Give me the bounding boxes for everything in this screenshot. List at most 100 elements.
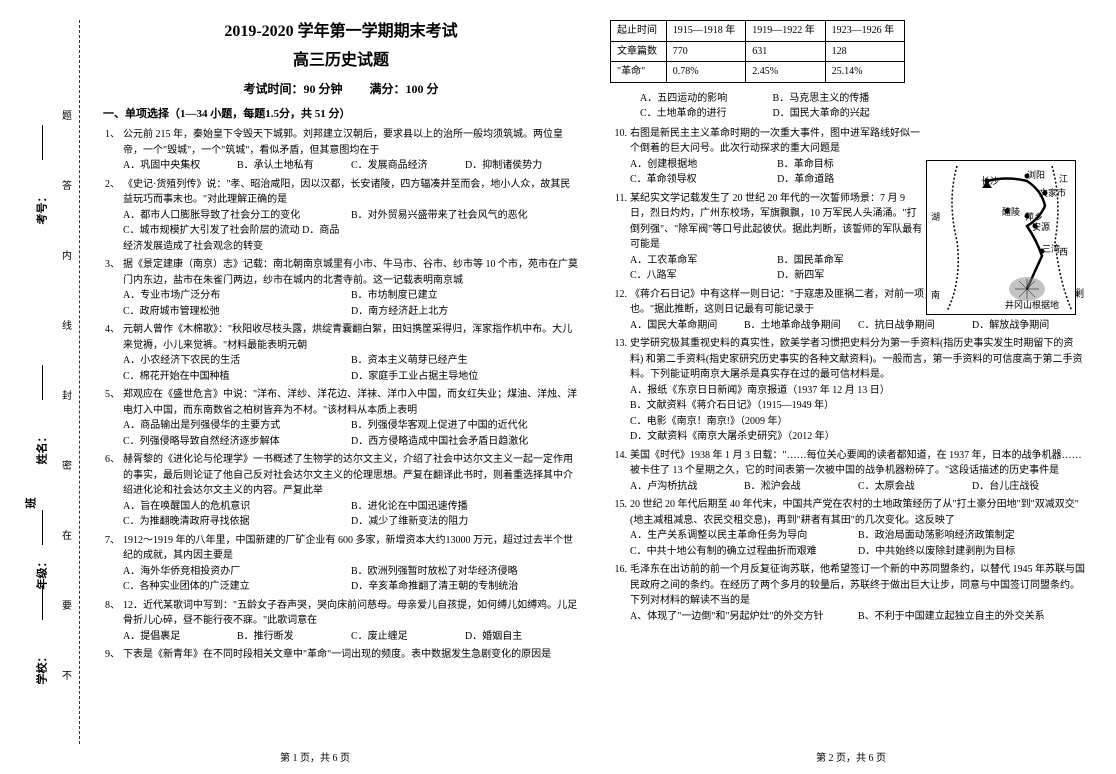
table-cell: 1919—1922 年	[746, 21, 825, 42]
question: 8、12．近代某歌词中写到："五龄女子吞声哭，哭向床前问慈母。母亲爱儿自孩提，如…	[103, 598, 579, 645]
questions-left: 1、公元前 215 年，秦始皇下令毁天下城郭。刘邦建立汉朝后，要求县以上的治所一…	[103, 127, 579, 663]
option: B．资本主义萌芽已经产生	[351, 353, 579, 369]
question-number: 10.	[610, 126, 630, 157]
table-cell: 0.78%	[666, 62, 745, 83]
option: B．对外贸易兴盛带来了社会风气的恶化	[351, 208, 579, 224]
question-options: A、体现了"一边倒"和"另起炉灶"的外交方针B、不利于中国建立起独立自主的外交关…	[610, 609, 1086, 625]
question: 7、1912～1919 年的八年里，中国新建的厂矿企业有 600 多家，新增资本…	[103, 533, 579, 595]
q9-options: A．五四运动的影响B．马克思主义的传播C．土地革命的进行D．国民大革命的兴起	[610, 91, 905, 122]
option: B．土地革命战争期间	[744, 318, 858, 334]
option: D．文献资料《南京大屠杀史研究》（2012 年）	[630, 429, 1086, 445]
option: D．革命道路	[777, 172, 924, 188]
option: A．海外华侨竞相投资办厂	[123, 564, 351, 580]
question: 15. 20 世纪 20 年代后期至 40 年代末，中国共产党在农村的土地政策经…	[610, 497, 1086, 559]
table-cell: 起止时间	[611, 21, 667, 42]
exam-header: 2019-2020 学年第一学期期末考试 高三历史试题 考试时间：90 分钟 满…	[103, 20, 579, 98]
option: A、体现了"一边倒"和"另起炉灶"的外交方针	[630, 609, 858, 625]
question: 9、下表是《新青年》在不同时段相关文章中"革命"一词出现的频度。表中数据发生急剧…	[103, 647, 579, 663]
option: A．工农革命军	[630, 253, 777, 269]
question-number: 12.	[610, 287, 630, 318]
question-number: 6、	[103, 452, 123, 499]
table-row: "革命"0.78%2.45%25.14%	[611, 62, 905, 83]
table-cell: 128	[825, 41, 904, 62]
map-svg	[927, 161, 1077, 316]
map-label: 长沙	[981, 175, 999, 189]
exam-title-line1: 2019-2020 学年第一学期期末考试	[103, 20, 579, 45]
question-options: A．旨在唤醒国人的危机意识B．进化论在中国迅速传播C．为推翻晚清政府寻找依据D．…	[103, 499, 579, 530]
page-container: 学校： 年级： 班 姓名： 考号： 不 要 在 密 封 线 内 答 题 2019…	[0, 0, 1116, 774]
option: D．婚姻自主	[465, 629, 579, 645]
map-label: 浏阳	[1027, 169, 1045, 183]
option: A．巩固中央集权	[123, 158, 237, 174]
option: A．都市人口膨胀导致了社会分工的变化	[123, 208, 351, 224]
option: A．卢沟桥抗战	[630, 479, 744, 495]
table-cell: 770	[666, 41, 745, 62]
question-number: 15.	[610, 497, 630, 528]
seal-mark: 密	[58, 460, 73, 470]
question-options: A．小农经济下农民的生活B．资本主义萌芽已经产生C．棉花开始在中国种植D．家庭手…	[103, 353, 579, 384]
question-options: A．生产关系调整以民主革命任务为导向B．政治局面动荡影响经济政策制定C．中共十地…	[610, 528, 1086, 559]
option: A．五四运动的影响	[640, 91, 773, 107]
seal-mark: 线	[58, 320, 73, 330]
question-text: 据《景定建康（南京）志》记载：南北朝南京城里有小市、牛马市、谷市、纱市等 10 …	[123, 257, 579, 288]
exam-title-line2: 高三历史试题	[103, 49, 579, 74]
question: 16.毛泽东在出访前的前一个月反复征询苏联，他希望签订一个新的中苏同盟条约，以替…	[610, 562, 1086, 624]
question-number: 4、	[103, 322, 123, 353]
question-options: A．国民大革命期间B．土地革命战争期间C．抗日战争期间D．解放战争期间	[610, 318, 1086, 334]
option: A．商品输出是列强侵华的主要方式	[123, 418, 351, 434]
question-number: 16.	[610, 562, 630, 609]
footer-page-1: 第 1 页，共 6 页	[280, 749, 350, 764]
map-label: 江	[1059, 173, 1068, 187]
map-label: 南	[931, 289, 940, 303]
binding-margin: 学校： 年级： 班 姓名： 考号： 不 要 在 密 封 线 内 答 题	[30, 20, 80, 744]
option: C．土地革命的进行	[640, 106, 773, 122]
question-number: 8、	[103, 598, 123, 629]
option: B．列强侵华客观上促进了中国的近代化	[351, 418, 579, 434]
option: D．新四军	[777, 268, 924, 284]
map-label: 井冈山根据地	[1005, 299, 1059, 313]
table-cell: 2.45%	[746, 62, 825, 83]
option: D．南方经济赶上北方	[351, 304, 579, 320]
option: A．提倡裹足	[123, 629, 237, 645]
option: B．革命目标	[777, 157, 924, 173]
table-cell: 1915—1918 年	[666, 21, 745, 42]
question-options: A．报纸《东京日日新闻》南京报道（1937 年 12 月 13 日）B．文献资料…	[610, 383, 1086, 445]
table-cell: 25.14%	[825, 62, 904, 83]
question-options: A．工农革命军B．国民革命军C．八路军D．新四军	[610, 253, 924, 284]
option: C．城市规模扩大引发了社会阶层的流动 D．商品经济发展造成了社会观念的转变	[123, 223, 351, 254]
section-1-header: 一、单项选择（1—34 小题，每题1.5分，共 51 分）	[103, 106, 579, 123]
option: C．中共十地公有制的确立过程曲折而艰难	[630, 544, 858, 560]
option: B．进化论在中国迅速传播	[351, 499, 579, 515]
option: C．政府城市管理松弛	[123, 304, 351, 320]
exam-fullscore: 满分：100 分	[370, 82, 439, 96]
name-label: 姓名：	[34, 432, 50, 465]
question-text: 1912～1919 年的八年里，中国新建的厂矿企业有 600 多家，新增资本大约…	[123, 533, 579, 564]
footer-page-2: 第 2 页，共 6 页	[816, 749, 886, 764]
table-cell: 1923—1926 年	[825, 21, 904, 42]
option: A．旨在唤醒国人的危机意识	[123, 499, 351, 515]
question-number: 14.	[610, 448, 630, 479]
question-options: A．巩固中央集权B．承认土地私有C．发展商品经济D．抑制诸侯势力	[103, 158, 579, 174]
table-cell: "革命"	[611, 62, 667, 83]
grade-label: 年级：	[34, 557, 50, 590]
question-text: 《史记·货殖列传》说："孝、昭治咸阳，因以汉都，长安诸陵，四方辐凑并至而会，地小…	[123, 177, 579, 208]
option: B．欧洲列强暂时放松了对华经济侵略	[351, 564, 579, 580]
question-options: A．商品输出是列强侵华的主要方式B．列强侵华客观上促进了中国的近代化C．列强侵略…	[103, 418, 579, 449]
option: B．推行断发	[237, 629, 351, 645]
seal-mark: 封	[58, 390, 73, 400]
question: 1、公元前 215 年，秦始皇下令毁天下城郭。刘邦建立汉朝后，要求县以上的治所一…	[103, 127, 579, 174]
option: C．发展商品经济	[351, 158, 465, 174]
question-options: A．提倡裹足B．推行断发C．废止缠足D．婚姻自主	[103, 629, 579, 645]
question-text: 20 世纪 20 年代后期至 40 年代末，中国共产党在农村的土地政策经历了从"…	[630, 497, 1086, 528]
exam-info: 考试时间：90 分钟 满分：100 分	[103, 80, 579, 99]
question-text: 12．近代某歌词中写到："五龄女子吞声哭，哭向床前问慈母。母亲爱儿自孩提，如何缚…	[123, 598, 579, 629]
option: A．生产关系调整以民主革命任务为导向	[630, 528, 858, 544]
question-options: A．卢沟桥抗战B．淞沪会战C．太原会战D．台儿庄战役	[610, 479, 1086, 495]
question-number: 2、	[103, 177, 123, 208]
question: 4、元朝人曾作《木棉歌》："秋阳收尽枝头露，烘绽青囊翻白絮，田妇携筐采得归，浑家…	[103, 322, 579, 384]
question-number: 7、	[103, 533, 123, 564]
option: B．淞沪会战	[744, 479, 858, 495]
option: D．中共始终以废除封建剥削为目标	[858, 544, 1086, 560]
question-text: 元朝人曾作《木棉歌》："秋阳收尽枝头露，烘绽青囊翻白絮，田妇携筐采得归，浑家指作…	[123, 322, 579, 353]
question: 6、赫胥黎的《进化论与伦理学》一书概述了生物学的达尔文主义，介绍了社会中达尔文主…	[103, 452, 579, 530]
